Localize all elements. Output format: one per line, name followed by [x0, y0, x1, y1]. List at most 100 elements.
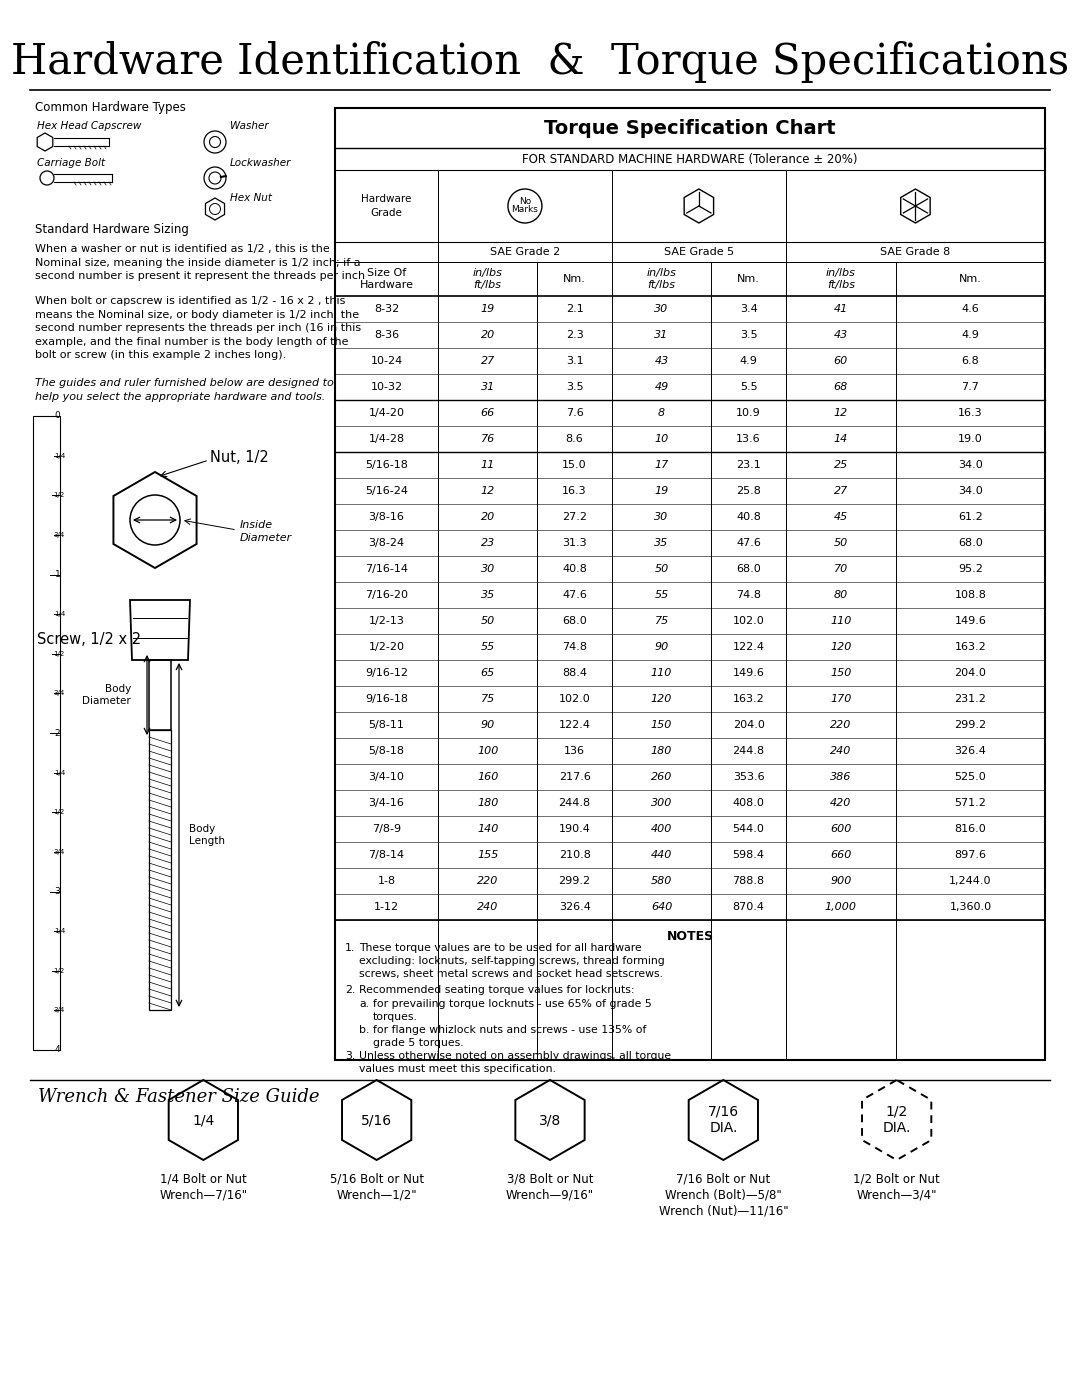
Text: 1/2: 1/2 [53, 492, 64, 499]
Text: 3/8: 3/8 [539, 1113, 562, 1127]
Text: 35: 35 [654, 538, 669, 548]
Text: 43: 43 [654, 356, 669, 366]
Text: for flange whizlock nuts and screws - use 135% of
grade 5 torques.: for flange whizlock nuts and screws - us… [373, 1025, 646, 1048]
Text: 1/2: 1/2 [53, 809, 64, 816]
Bar [149, 731, 171, 1010]
Text: 244.8: 244.8 [558, 798, 591, 807]
Text: 3: 3 [55, 887, 60, 895]
Text: 640: 640 [651, 902, 672, 912]
Text: 120: 120 [651, 694, 672, 704]
Text: 8.6: 8.6 [566, 434, 583, 444]
Text: 3/4: 3/4 [54, 690, 65, 696]
Text: 598.4: 598.4 [732, 849, 765, 861]
Text: 300: 300 [651, 798, 672, 807]
Text: 1/2
DIA.: 1/2 DIA. [882, 1105, 910, 1136]
Text: 17: 17 [654, 460, 669, 469]
Text: 150: 150 [651, 719, 672, 731]
Text: 3.: 3. [345, 1051, 355, 1060]
Text: 3/4: 3/4 [54, 532, 65, 538]
Text: 788.8: 788.8 [732, 876, 765, 886]
Text: 6.8: 6.8 [961, 356, 980, 366]
Text: Nm.: Nm. [563, 274, 586, 284]
Text: Recommended seating torque values for locknuts:: Recommended seating torque values for lo… [359, 985, 635, 995]
Text: in/lbs
ft/lbs: in/lbs ft/lbs [647, 268, 676, 291]
Text: 25: 25 [834, 460, 848, 469]
Text: 580: 580 [651, 876, 672, 886]
Text: 240: 240 [477, 902, 498, 912]
Text: Hex Nut: Hex Nut [230, 193, 272, 203]
Text: 75: 75 [654, 616, 669, 626]
Text: 420: 420 [831, 798, 851, 807]
Text: The guides and ruler furnished below are designed to
help you select the appropr: The guides and ruler furnished below are… [35, 379, 334, 401]
Text: 60: 60 [834, 356, 848, 366]
Text: 122.4: 122.4 [732, 643, 765, 652]
Text: 30: 30 [654, 305, 669, 314]
Text: 3.5: 3.5 [566, 381, 583, 393]
Text: 68.0: 68.0 [737, 564, 761, 574]
Text: Lockwasher: Lockwasher [230, 158, 292, 168]
Text: 12: 12 [834, 408, 848, 418]
Text: 80: 80 [834, 590, 848, 599]
Text: 1/4: 1/4 [54, 610, 65, 617]
Text: 34.0: 34.0 [958, 486, 983, 496]
Text: Torque Specification Chart: Torque Specification Chart [544, 119, 836, 137]
Text: Wrench—1/2": Wrench—1/2" [336, 1187, 417, 1201]
Text: 31: 31 [481, 381, 495, 393]
Text: Hardware: Hardware [362, 194, 411, 204]
Text: 50: 50 [834, 538, 848, 548]
Text: FOR STANDARD MACHINE HARDWARE (Tolerance ± 20%): FOR STANDARD MACHINE HARDWARE (Tolerance… [523, 152, 858, 165]
Text: 170: 170 [831, 694, 851, 704]
Text: 140: 140 [477, 824, 498, 834]
Text: for prevailing torque locknuts - use 65% of grade 5
torques.: for prevailing torque locknuts - use 65%… [373, 999, 651, 1023]
Text: 50: 50 [654, 564, 669, 574]
Text: Washer: Washer [230, 122, 269, 131]
Text: 7/16
DIA.: 7/16 DIA. [707, 1105, 739, 1136]
Text: 12: 12 [481, 486, 495, 496]
Text: 4.6: 4.6 [961, 305, 980, 314]
Text: 260: 260 [651, 773, 672, 782]
Bar [149, 659, 171, 731]
Text: Wrench & Fastener Size Guide: Wrench & Fastener Size Guide [38, 1088, 320, 1106]
Text: 1/4-20: 1/4-20 [368, 408, 405, 418]
Text: 149.6: 149.6 [732, 668, 765, 678]
Text: 204.0: 204.0 [955, 668, 986, 678]
Text: 217.6: 217.6 [558, 773, 591, 782]
Text: 8: 8 [658, 408, 665, 418]
Text: Body
Length: Body Length [189, 824, 225, 845]
Text: Body
Diameter: Body Diameter [82, 685, 131, 705]
Text: Inside: Inside [240, 520, 273, 529]
Text: 1.: 1. [345, 943, 355, 953]
Text: 1/4: 1/4 [192, 1113, 215, 1127]
Text: 27: 27 [834, 486, 848, 496]
Text: 299.2: 299.2 [558, 876, 591, 886]
Text: 210.8: 210.8 [558, 849, 591, 861]
Text: 4.9: 4.9 [961, 330, 980, 339]
Text: 149.6: 149.6 [955, 616, 986, 626]
Text: 16.3: 16.3 [563, 486, 586, 496]
Text: 15.0: 15.0 [563, 460, 586, 469]
Text: Wrench (Bolt)—5/8"
Wrench (Nut)—11/16": Wrench (Bolt)—5/8" Wrench (Nut)—11/16" [659, 1187, 788, 1218]
Text: 19: 19 [481, 305, 495, 314]
Text: 1,360.0: 1,360.0 [949, 902, 991, 912]
Text: 88.4: 88.4 [562, 668, 588, 678]
Text: 102.0: 102.0 [558, 694, 591, 704]
Text: Marks: Marks [512, 205, 538, 215]
Text: 7/8-9: 7/8-9 [372, 824, 401, 834]
Text: 8-36: 8-36 [374, 330, 399, 339]
Text: 180: 180 [477, 798, 498, 807]
Text: 386: 386 [831, 773, 851, 782]
Text: 3.4: 3.4 [740, 305, 757, 314]
Text: 19.0: 19.0 [958, 434, 983, 444]
Text: 5/16 Bolt or Nut: 5/16 Bolt or Nut [329, 1172, 423, 1185]
Text: SAE Grade 2: SAE Grade 2 [490, 247, 561, 257]
Text: 25.8: 25.8 [737, 486, 761, 496]
Text: 20: 20 [481, 330, 495, 339]
Text: 2.3: 2.3 [566, 330, 583, 339]
Text: 1,000: 1,000 [825, 902, 856, 912]
Text: 190.4: 190.4 [558, 824, 591, 834]
Text: Nm.: Nm. [738, 274, 760, 284]
Text: 10: 10 [654, 434, 669, 444]
Text: 5.5: 5.5 [740, 381, 757, 393]
Text: 2.: 2. [345, 985, 355, 995]
Bar [335, 108, 1045, 1060]
